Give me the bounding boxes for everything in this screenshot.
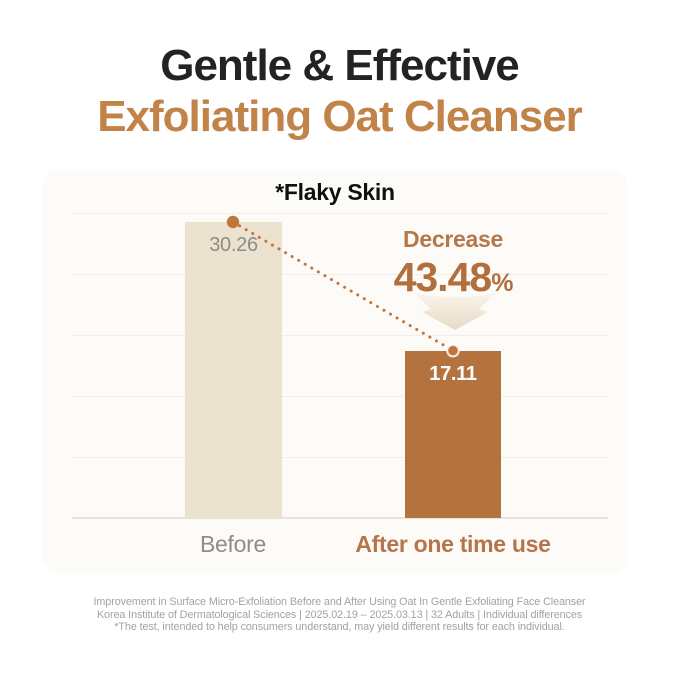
page-title-line1: Gentle & Effective bbox=[160, 41, 520, 90]
bar-before: 30.26 bbox=[185, 222, 282, 518]
gridline bbox=[72, 396, 608, 397]
decrease-value-line: 43.48% bbox=[323, 254, 583, 301]
footnote-line2: Korea Institute of Dermatological Scienc… bbox=[96, 608, 583, 621]
page-title-line2: Exfoliating Oat Cleanser bbox=[97, 92, 583, 141]
chart-title: *Flaky Skin bbox=[275, 179, 395, 205]
gridline bbox=[72, 213, 608, 214]
x-label-after: After one time use bbox=[355, 531, 551, 557]
gridline bbox=[72, 457, 608, 458]
gridline bbox=[72, 335, 608, 336]
down-arrow-icon bbox=[413, 292, 497, 330]
decrease-unit: % bbox=[491, 269, 513, 297]
bar-after: 17.11 bbox=[405, 350, 501, 518]
decrease-label: Decrease bbox=[403, 226, 503, 252]
footnote-line3: *The test, intended to help consumers un… bbox=[114, 621, 565, 633]
decrease-annotation: Decrease 43.48% bbox=[323, 226, 583, 301]
chart-card: *Flaky Skin 30.26 17.11 Decrease 43.48% bbox=[42, 169, 628, 573]
footnote-block: Improvement in Surface Micro-Exfoliation… bbox=[0, 596, 679, 634]
footnote-line1: Improvement in Surface Micro-Exfoliation… bbox=[93, 596, 586, 608]
decrease-value: 43.48 bbox=[393, 254, 493, 300]
bar-before-value: 30.26 bbox=[209, 234, 258, 256]
bar-after-value: 17.11 bbox=[429, 362, 477, 385]
x-label-before: Before bbox=[200, 531, 266, 557]
x-axis-line bbox=[72, 517, 608, 519]
